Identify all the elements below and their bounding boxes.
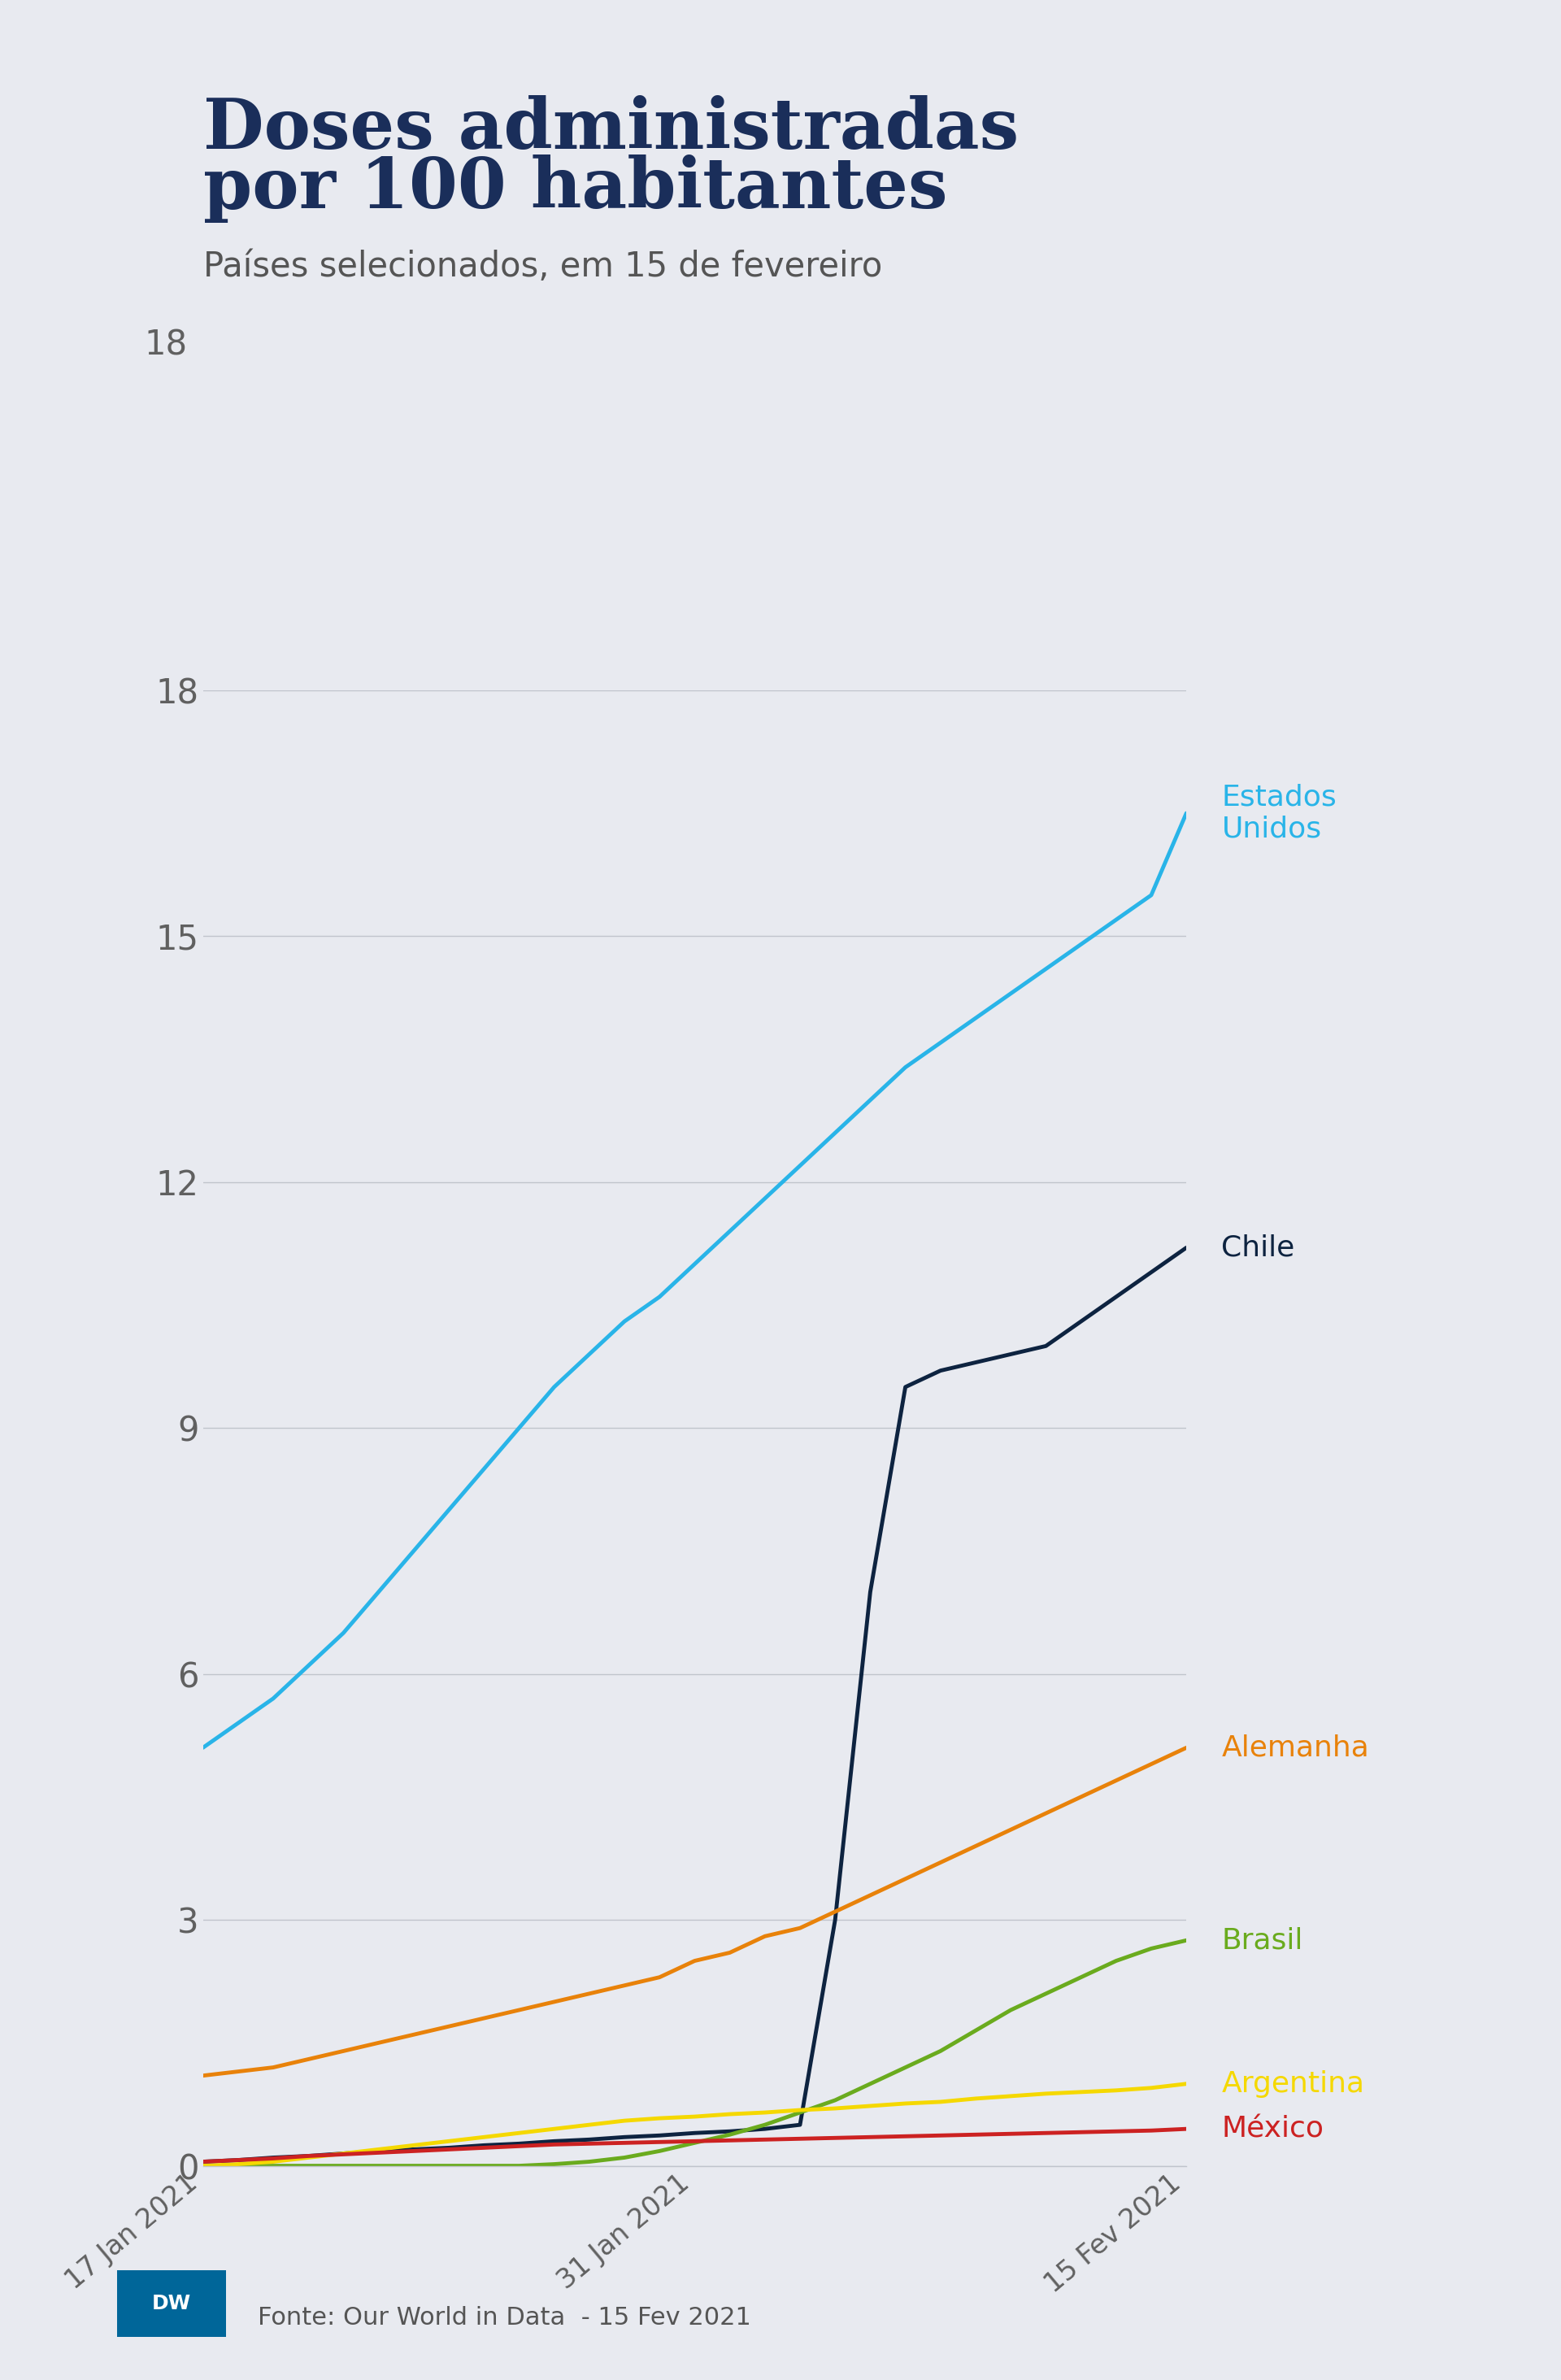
Text: Alemanha: Alemanha <box>1222 1735 1369 1761</box>
Text: Brasil: Brasil <box>1222 1925 1303 1954</box>
Text: Fonte: Our World in Data  - 15 Fev 2021: Fonte: Our World in Data - 15 Fev 2021 <box>258 2306 751 2330</box>
Text: Doses administradas: Doses administradas <box>203 95 1018 164</box>
Text: Argentina: Argentina <box>1222 2071 1364 2097</box>
Text: Chile: Chile <box>1222 1233 1296 1261</box>
Text: Estados
Unidos: Estados Unidos <box>1222 783 1336 843</box>
Text: 18: 18 <box>144 328 187 362</box>
Text: DW: DW <box>151 2294 192 2313</box>
Text: por 100 habitantes: por 100 habitantes <box>203 155 948 224</box>
Text: México: México <box>1222 2116 1324 2142</box>
Text: Países selecionados, em 15 de fevereiro: Países selecionados, em 15 de fevereiro <box>203 250 882 283</box>
